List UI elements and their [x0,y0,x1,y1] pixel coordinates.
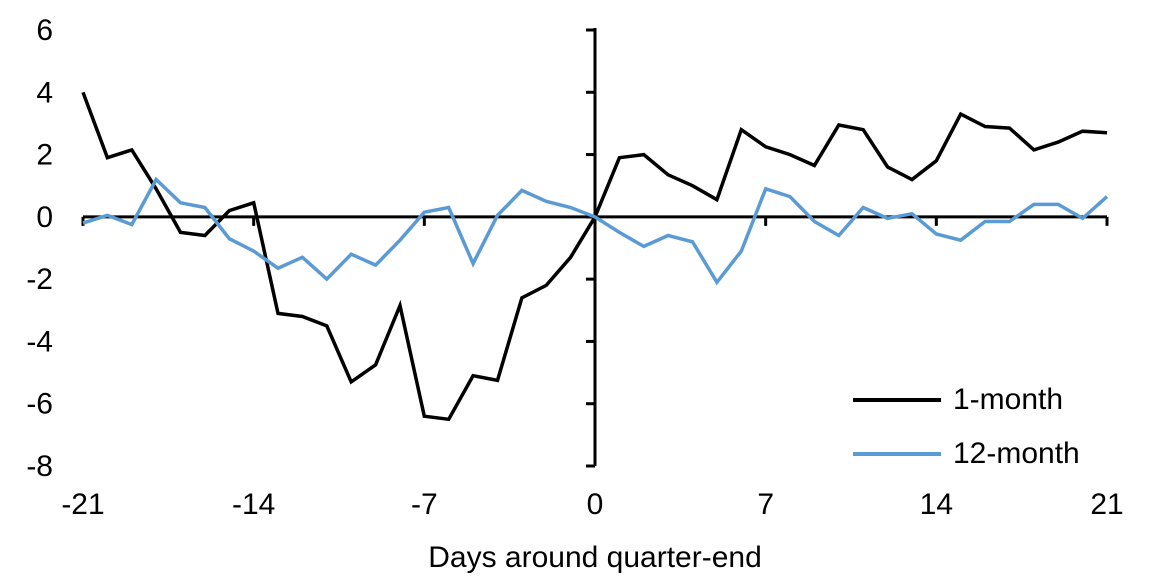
y-tick-label: 0 [36,201,53,234]
x-tick-label: 0 [587,488,604,521]
legend-item-1-month: 1-month [853,383,1080,417]
x-tick-label: 14 [920,488,953,521]
x-tick-label: -14 [232,488,275,521]
legend-label-1-month: 1-month [953,383,1064,416]
legend: 1-month 12-month [853,383,1080,471]
y-tick-label: -4 [26,325,53,358]
y-tick-label: -6 [26,388,53,421]
legend-line-swatch-1-month [853,398,941,402]
x-tick-label: 7 [757,488,774,521]
x-tick-label: -7 [411,488,438,521]
legend-label-12-month: 12-month [953,437,1080,470]
legend-line-swatch-12-month [853,452,941,456]
y-tick-label: -2 [26,263,53,296]
legend-item-12-month: 12-month [853,437,1080,471]
series-line-12-month [82,176,1109,286]
y-tick-label: -8 [26,450,53,483]
y-tick-label: 6 [36,14,53,47]
y-tick-label: 4 [36,76,53,109]
x-axis-title: Days around quarter-end [428,541,762,574]
y-tick-label: 2 [36,139,53,172]
x-tick-label: -21 [61,488,104,521]
x-tick-label: 21 [1090,488,1123,521]
